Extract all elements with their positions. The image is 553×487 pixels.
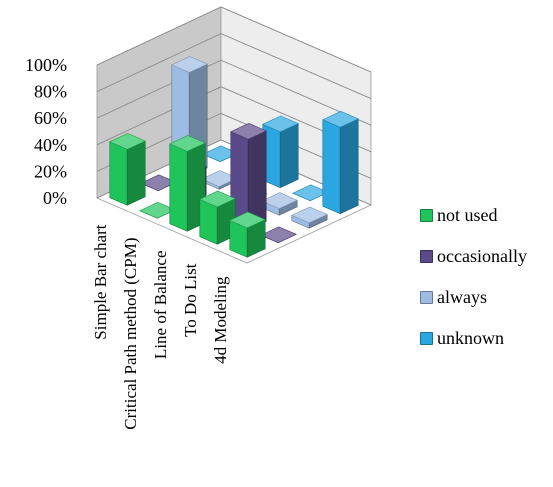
legend-swatch [420,208,433,222]
legend-item: occasionally [420,246,550,266]
legend-swatch [420,249,433,263]
bar [109,133,146,206]
y-tick-label: 100% [25,55,67,75]
legend-label: always [437,286,487,307]
y-axis: 0% 20% 40% 60% 80% 100% [25,55,67,208]
bars [109,56,359,258]
legend-label: unknown [437,327,504,348]
gridline [96,59,372,126]
x-tick-label: Simple Bar chart [91,224,110,339]
bar [322,110,359,215]
y-tick-label: 80% [34,82,67,102]
legend-item: unknown [420,328,550,348]
bar [262,115,299,189]
bar [291,206,328,229]
legend-swatch [420,290,433,304]
y-tick-label: 0% [43,188,67,208]
gridline [96,86,372,153]
legend-swatch [420,331,433,345]
x-tick-label: 4d Modeling [211,276,230,364]
x-tick-label: Critical Path method (CPM) [121,238,140,430]
legend-item: always [420,287,550,307]
bar [261,192,298,216]
y-tick-label: 40% [34,135,67,155]
y-tick-label: 20% [34,161,67,181]
x-axis: Simple Bar chart Critical Path method (CP… [91,224,230,429]
legend-item: not used [420,205,550,225]
gridline [96,33,372,100]
bar [199,190,236,245]
gridline [96,6,372,73]
x-tick-label: Line of Balance [151,251,170,360]
x-tick-label: To Do List [181,263,200,337]
legend-label: occasionally [437,245,527,266]
y-tick-label: 60% [34,108,67,128]
legend: not used occasionally always unknown [420,205,550,369]
bar [260,226,297,244]
bar [229,211,266,258]
legend-label: not used [437,204,498,225]
